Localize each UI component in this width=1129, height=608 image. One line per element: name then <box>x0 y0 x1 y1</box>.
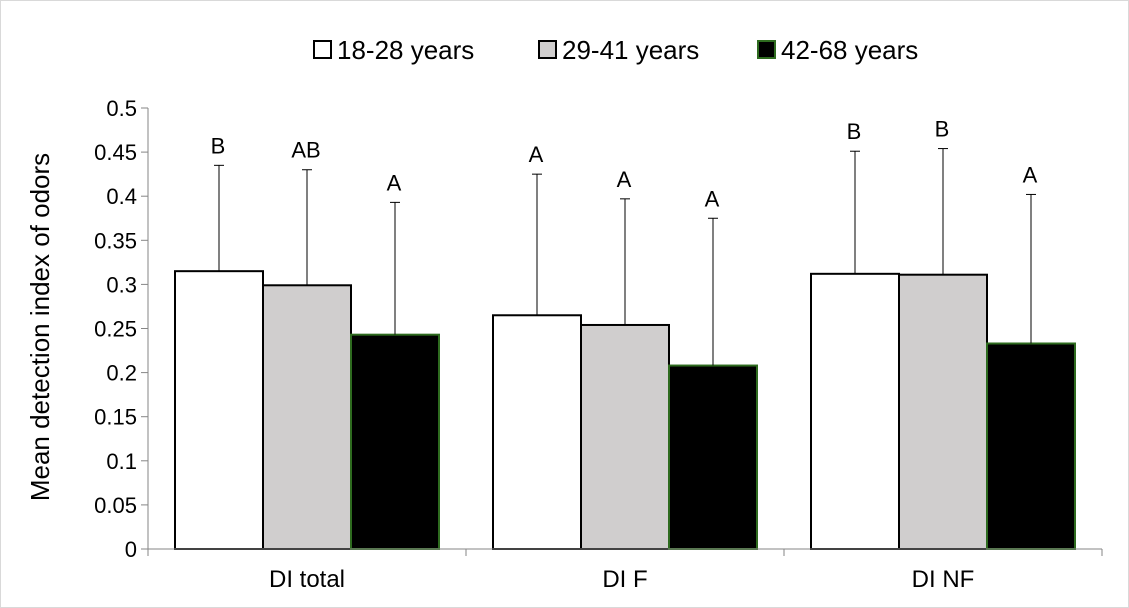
y-tick-label: 0 <box>125 537 137 562</box>
y-tick-label: 0.15 <box>94 405 137 430</box>
significance-label: B <box>935 117 950 142</box>
significance-label: A <box>617 167 632 192</box>
bars <box>174 270 1076 551</box>
legend-label: 29-41 years <box>562 35 699 65</box>
y-tick-label: 0.45 <box>94 140 137 165</box>
x-category-label: DI total <box>269 566 345 593</box>
y-tick-label: 0.25 <box>94 317 137 342</box>
y-tick-label: 0.3 <box>106 272 137 297</box>
bar <box>580 323 670 550</box>
significance-label: A <box>529 142 544 167</box>
significance-label: A <box>387 170 402 195</box>
bar <box>668 364 758 550</box>
x-category-label: DI F <box>602 566 647 593</box>
legend-swatch <box>313 40 332 59</box>
x-axis: DI total DI F DI NF <box>147 548 1103 593</box>
bar <box>492 314 582 550</box>
y-axis: 0 0.05 0.1 0.15 0.2 0.25 0.3 0.35 0.4 0.45 0.5 <box>94 96 149 562</box>
significance-label: A <box>1023 162 1038 187</box>
y-tick-label: 0.5 <box>106 96 137 121</box>
significance-label: B <box>847 119 862 144</box>
y-axis-label: Mean detection index of odors <box>25 153 55 501</box>
y-tick-label: 0.1 <box>106 449 137 474</box>
y-tick-label: 0.2 <box>106 361 137 386</box>
legend: 18-28 years 29-41 years 42-68 years <box>313 35 918 65</box>
legend-label: 42-68 years <box>781 35 918 65</box>
x-category-label: DI NF <box>912 566 975 593</box>
bar <box>986 342 1076 550</box>
significance-label: A <box>705 186 720 211</box>
legend-label: 18-28 years <box>337 35 474 65</box>
significance-label: B <box>211 133 226 158</box>
error-bars <box>214 148 1036 366</box>
legend-swatch <box>757 40 776 59</box>
y-tick-label: 0.05 <box>94 493 137 518</box>
significance-label: AB <box>291 138 320 163</box>
y-tick-label: 0.35 <box>94 228 137 253</box>
bar <box>898 273 988 550</box>
bar <box>350 333 440 551</box>
y-tick-label: 0.4 <box>106 184 137 209</box>
legend-swatch <box>538 40 557 59</box>
bar <box>810 272 900 550</box>
bar <box>174 270 264 550</box>
bar <box>262 284 352 550</box>
